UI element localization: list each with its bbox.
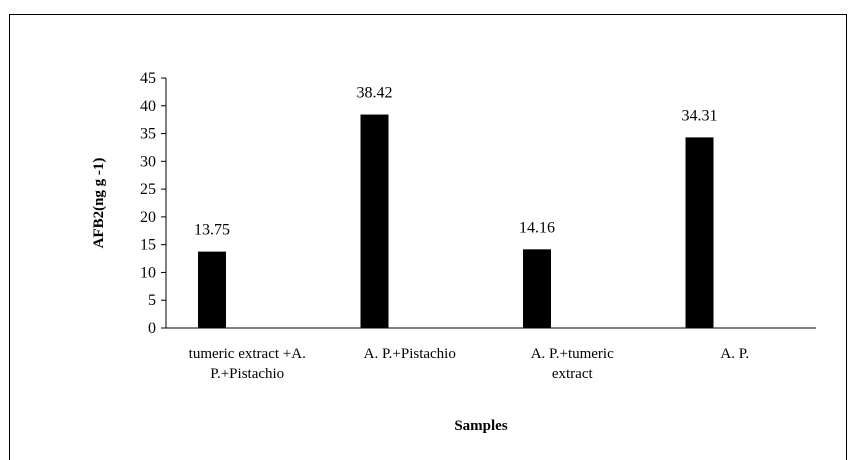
y-tick-label: 15 xyxy=(140,237,156,254)
y-tick-label: 10 xyxy=(140,264,156,281)
y-tick-label: 0 xyxy=(148,320,156,337)
y-tick-label: 40 xyxy=(140,98,156,115)
x-axis-title: Samples xyxy=(454,418,508,434)
y-tick-label: 30 xyxy=(140,153,156,170)
bar xyxy=(685,137,714,328)
y-tick-label: 5 xyxy=(148,292,156,309)
y-tick-label: 20 xyxy=(140,209,156,226)
x-category-label: extract xyxy=(552,366,594,382)
data-label: 34.31 xyxy=(682,107,718,124)
data-label: 13.75 xyxy=(194,222,230,239)
chart-frame xyxy=(9,14,847,460)
x-category-label: A. P. xyxy=(720,346,749,362)
y-tick-label: 25 xyxy=(140,181,156,198)
y-axis-title: AFB2(ng g -1) xyxy=(91,158,107,249)
x-category-label: A. P.+Pistachio xyxy=(364,346,456,362)
x-category-label: tumeric extract +A. xyxy=(189,346,306,362)
data-label: 14.16 xyxy=(519,219,555,236)
bar xyxy=(360,114,389,328)
data-label: 38.42 xyxy=(357,85,393,102)
x-category-label: P.+Pistachio xyxy=(210,366,284,382)
y-tick-label: 35 xyxy=(140,126,156,143)
y-tick-label: 45 xyxy=(140,70,156,87)
x-category-label: A. P.+tumeric xyxy=(531,346,614,362)
bar xyxy=(198,251,226,328)
bar xyxy=(523,249,551,328)
